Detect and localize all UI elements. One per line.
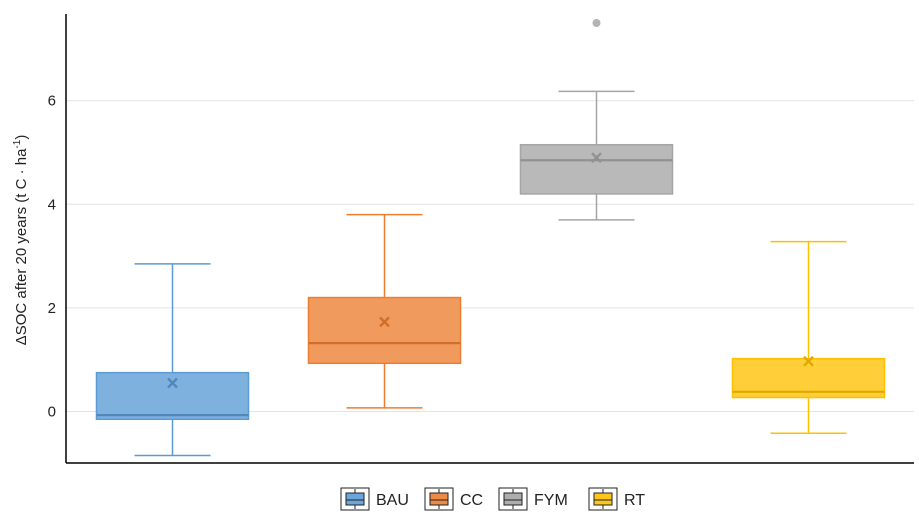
mean-marker-fym — [591, 152, 602, 164]
legend-label-cc: CC — [460, 492, 483, 509]
box-group-cc — [307, 213, 462, 409]
mean-marker-cc — [379, 316, 390, 328]
legend-item-fym: FYM — [498, 487, 568, 511]
legend-key-box-cc — [429, 492, 449, 506]
y-axis-label-superscript: -1 — [12, 139, 23, 148]
legend-key-box-fym — [503, 492, 523, 506]
box-fym — [519, 143, 674, 195]
y-axis-label: ΔSOC after 20 years (t C · ha-1) — [12, 135, 30, 346]
mean-marker-stroke-b-rt — [803, 355, 814, 367]
y-tick-label-4: 4 — [48, 196, 56, 213]
y-tick-label-6: 6 — [48, 93, 56, 110]
mean-marker-stroke-b-cc — [379, 316, 390, 328]
box-group-fym — [519, 19, 674, 221]
mean-marker-stroke-b-fym — [591, 152, 602, 164]
box-cc — [307, 296, 462, 365]
axes: 0 2 4 6 — [48, 14, 914, 464]
y-tick-label-0: 0 — [48, 404, 56, 421]
boxes — [95, 19, 886, 457]
box-group-bau — [95, 263, 250, 457]
mean-marker-rt — [803, 355, 814, 367]
mean-marker-stroke-b-bau — [167, 377, 178, 389]
y-tick-label-2: 2 — [48, 300, 56, 317]
legend: BAU CC FYM RT — [340, 487, 645, 511]
legend-item-cc: CC — [424, 487, 483, 511]
box-group-rt — [731, 240, 886, 435]
legend-label-rt: RT — [624, 492, 645, 509]
legend-key-box-rt — [593, 492, 613, 506]
legend-key-box-bau — [345, 492, 365, 506]
box-bau — [95, 371, 250, 421]
legend-item-rt: RT — [588, 487, 645, 511]
mean-marker-bau — [167, 377, 178, 389]
y-axis-label-main: ΔSOC after 20 years (t C · ha — [13, 148, 30, 345]
grid-lines — [66, 100, 914, 412]
y-axis-label-close: ) — [13, 135, 30, 140]
legend-item-bau: BAU — [340, 487, 409, 511]
legend-label-fym: FYM — [534, 492, 568, 509]
outlier-point-fym-0 — [592, 19, 601, 27]
legend-label-bau: BAU — [376, 492, 409, 509]
